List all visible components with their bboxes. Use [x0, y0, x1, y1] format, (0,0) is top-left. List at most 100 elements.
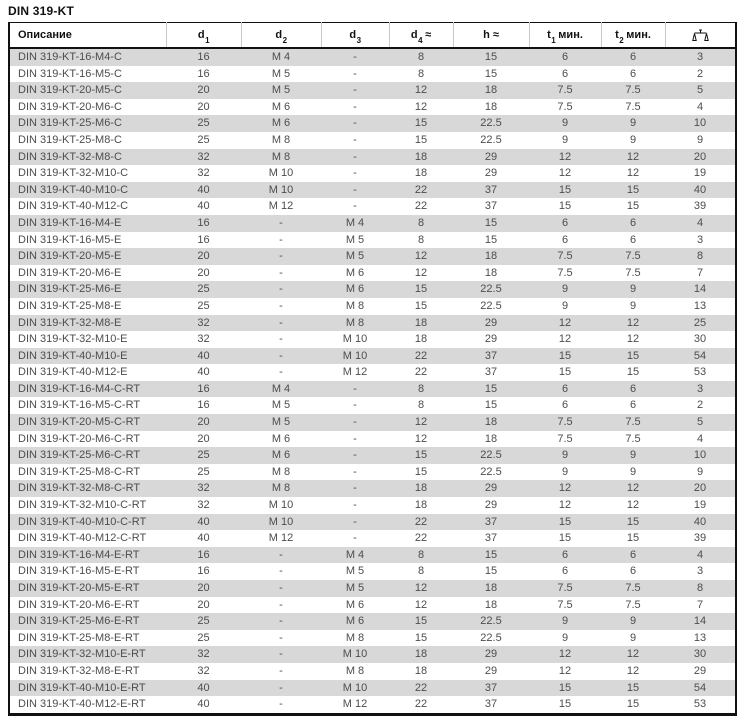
value-cell: M 8 — [271, 482, 291, 495]
value-cell: 30 — [693, 333, 707, 346]
value-cell: 32 — [197, 482, 210, 495]
value-cell: 15 — [484, 67, 498, 80]
value-cell: 20 — [197, 582, 210, 594]
table-row: DIN 319-KT-25-M6-E 25 - M 6 15 22.5 9 9 14 — [9, 281, 736, 298]
value-cell: 14 — [693, 283, 707, 296]
value-cell: 18 — [484, 582, 498, 594]
value-cell: 8 — [417, 382, 425, 395]
value-cell: 22 — [414, 515, 428, 528]
value-cell: 22 — [414, 183, 428, 196]
value-cell: 37 — [484, 698, 498, 711]
value-cell: 12 — [414, 266, 428, 279]
value-cell: 12 — [626, 167, 640, 180]
value-cell: 16 — [197, 382, 210, 395]
value-cell: 6 — [629, 51, 637, 63]
value-cell: - — [353, 51, 357, 63]
value-cell: 18 — [484, 598, 498, 611]
value-cell: 15 — [558, 200, 572, 213]
value-cell: - — [279, 366, 283, 379]
table-row: DIN 319-KT-32-M10-C 32 M 10 - 18 29 12 12 19 — [9, 165, 736, 182]
description-cell: DIN 319-KT-32-M10-E — [18, 333, 128, 346]
value-cell: 7.5 — [557, 84, 573, 97]
value-cell: M 8 — [345, 316, 365, 329]
value-cell: 15 — [414, 631, 428, 644]
value-cell: - — [279, 598, 283, 611]
value-cell: 15 — [414, 283, 428, 296]
table-row: DIN 319-KT-32-M10-E-RT 32 - M 10 18 29 12 12 30 — [9, 646, 736, 663]
description-cell: DIN 319-KT-40-M12-C-RT — [18, 532, 147, 545]
value-cell: 40 — [693, 515, 707, 528]
value-cell: 12 — [414, 84, 428, 97]
value-cell: 18 — [414, 482, 428, 495]
description-cell: DIN 319-KT-32-M10-E-RT — [18, 648, 146, 661]
value-cell: M 5 — [345, 233, 365, 246]
value-cell: 15 — [558, 183, 572, 196]
value-cell: 18 — [414, 499, 428, 512]
value-cell: 18 — [484, 416, 498, 429]
value-cell: 18 — [414, 333, 428, 346]
description-cell: DIN 319-KT-20-M5-C — [18, 84, 122, 97]
table-row: DIN 319-KT-32-M10-E 32 - M 10 18 29 12 12 30 — [9, 331, 736, 348]
value-cell: 29 — [484, 167, 498, 180]
value-cell: 22.5 — [480, 133, 502, 146]
value-cell: 12 — [626, 482, 640, 495]
table-row: DIN 319-KT-20-M6-C-RT 20 M 6 - 12 18 7.5 7.5 4 — [9, 430, 736, 448]
value-cell: 18 — [414, 167, 428, 180]
value-cell: 6 — [561, 382, 569, 395]
value-cell: 12 — [558, 648, 572, 661]
table-row: DIN 319-KT-40-M12-E-RT 40 - M 12 22 37 15 15 53 — [9, 696, 736, 715]
value-cell: 25 — [197, 631, 210, 644]
value-cell: 22.5 — [480, 283, 502, 296]
value-cell: 16 — [197, 233, 210, 246]
column-header-desc: Описание — [9, 22, 166, 49]
description-cell: DIN 319-KT-32-M8-C — [18, 150, 122, 163]
value-cell: 7.5 — [625, 84, 641, 97]
table-row: DIN 319-KT-32-M10-C-RT 32 M 10 - 18 29 12 12 19 — [9, 497, 736, 514]
table-row: DIN 319-KT-25-M6-E-RT 25 - M 6 15 22.5 9 9 14 — [9, 613, 736, 630]
value-cell: 20 — [197, 84, 210, 97]
value-cell: M 12 — [268, 532, 294, 545]
value-cell: 16 — [197, 548, 210, 561]
value-cell: 19 — [693, 499, 707, 512]
value-cell: 22 — [414, 681, 428, 694]
value-cell: 12 — [626, 499, 640, 512]
value-cell: M 8 — [345, 664, 365, 677]
value-cell: 20 — [197, 100, 210, 113]
value-cell: - — [353, 100, 357, 113]
value-cell: 15 — [484, 51, 498, 63]
value-cell: 18 — [484, 250, 498, 263]
value-cell: 7.5 — [625, 582, 641, 594]
value-cell: 32 — [197, 150, 210, 163]
value-cell: 29 — [484, 333, 498, 346]
value-cell: 6 — [561, 548, 569, 561]
value-cell: M 8 — [345, 631, 365, 644]
value-cell: 53 — [693, 698, 707, 711]
value-cell: 15 — [558, 681, 572, 694]
value-cell: 6 — [561, 233, 569, 246]
value-cell: 6 — [629, 548, 637, 561]
value-cell: 25 — [197, 117, 210, 130]
description-cell: DIN 319-KT-16-M5-E — [18, 233, 122, 246]
table-row: DIN 319-KT-25-M6-C 25 M 6 - 15 22.5 9 9 10 — [9, 115, 736, 132]
description-cell: DIN 319-KT-40-M10-E-RT — [18, 681, 146, 694]
description-cell: DIN 319-KT-40-M10-E — [18, 349, 128, 362]
value-cell: 20 — [197, 250, 210, 263]
value-cell: 12 — [558, 499, 572, 512]
description-cell: DIN 319-KT-40-M12-E-RT — [18, 698, 146, 711]
value-cell: 40 — [197, 515, 210, 528]
value-cell: 10 — [693, 117, 707, 130]
value-cell: 20 — [197, 416, 210, 429]
value-cell: 18 — [414, 150, 428, 163]
value-cell: M 12 — [342, 698, 368, 711]
value-cell: 9 — [561, 615, 569, 628]
value-cell: - — [279, 631, 283, 644]
value-cell: - — [279, 349, 283, 362]
value-cell: 8 — [696, 250, 704, 263]
value-cell: 6 — [629, 216, 637, 229]
description-cell: DIN 319-KT-25-M6-C-RT — [18, 449, 141, 462]
value-cell: 22.5 — [480, 631, 502, 644]
value-cell: 22 — [414, 532, 428, 545]
value-cell: 7.5 — [557, 100, 573, 113]
value-cell: 40 — [197, 532, 210, 545]
value-cell: M 10 — [268, 515, 294, 528]
